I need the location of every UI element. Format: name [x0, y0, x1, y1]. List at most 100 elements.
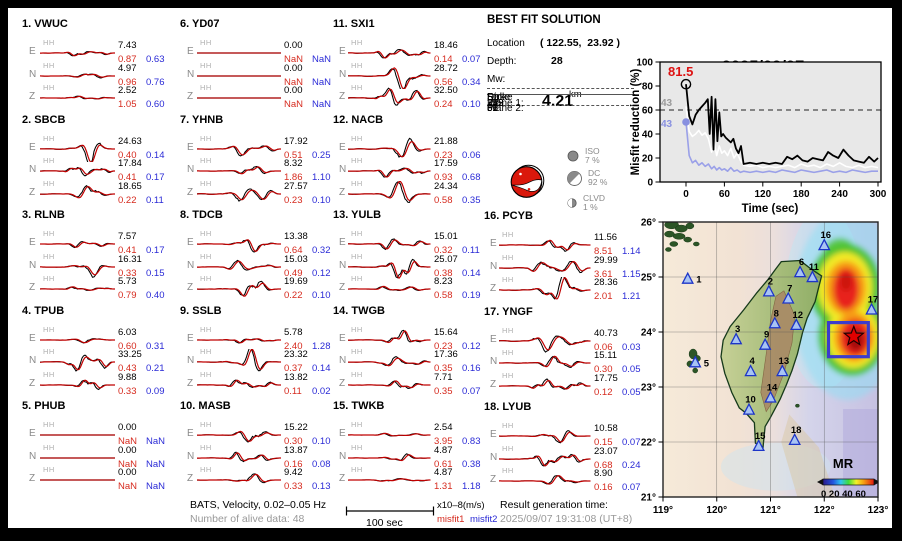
amplitude-value: 18.46	[434, 40, 458, 51]
channel-label: N	[29, 450, 37, 462]
misfit2-value: 0.06	[462, 149, 481, 161]
svg-text:100: 100	[636, 58, 653, 69]
station-title-LYUB: 18. LYUB	[484, 401, 532, 413]
waveform-trace	[348, 379, 431, 389]
misfit2-value: 0.12	[312, 267, 331, 279]
amplitude-value: 15.11	[594, 350, 618, 362]
amplitude-value: 17.36	[434, 349, 458, 361]
channel-label: E	[339, 428, 346, 439]
channel-label: N	[29, 68, 37, 80]
misfit2-value: NaN	[312, 54, 332, 65]
misfit1-value: 0.58	[434, 290, 453, 302]
channel-label: Z	[339, 91, 346, 103]
channel-label: E	[187, 332, 194, 344]
band-label: HH	[200, 251, 212, 261]
waveform-trace	[348, 238, 431, 251]
misfit2-value: 1.21	[622, 291, 641, 303]
waveform-trace	[348, 329, 431, 343]
channel-label: N	[339, 355, 347, 367]
channel-label: E	[490, 429, 497, 440]
svg-text:0: 0	[683, 189, 689, 200]
band-label: HH	[351, 420, 363, 429]
waveform-trace	[348, 167, 431, 178]
channel-label: Z	[187, 377, 194, 389]
misfit2-value: 0.05	[622, 364, 641, 376]
misfit2-value: 0.25	[312, 149, 331, 161]
svg-text:123°: 123°	[868, 505, 889, 516]
waveform-trace	[197, 239, 281, 253]
svg-text:60: 60	[642, 106, 654, 117]
svg-text:24°: 24°	[641, 328, 656, 339]
waveform-trace	[348, 87, 431, 106]
misfit1-value: 0.68	[594, 459, 613, 471]
channel-label: N	[339, 164, 347, 176]
misfit2-value: 0.10	[312, 436, 331, 447]
svg-text:11: 11	[809, 262, 820, 273]
waveform-trace	[40, 354, 115, 372]
misfit2-value: 0.12	[462, 340, 481, 352]
misfit1-value: 2.40	[284, 340, 303, 352]
svg-text:300: 300	[870, 189, 887, 200]
channel-label: E	[490, 333, 497, 345]
band-label: HH	[43, 324, 55, 334]
channel-label: E	[187, 46, 194, 57]
best-start-marker	[680, 78, 692, 90]
misfit2-value: 0.15	[146, 267, 165, 279]
misfit2-value: 0.24	[622, 459, 641, 471]
band-label: HH	[351, 274, 363, 284]
misfit1-value: 0.30	[284, 436, 303, 447]
channel-label: Z	[29, 282, 36, 294]
svg-text:25°: 25°	[641, 273, 656, 284]
waveform-trace	[499, 260, 591, 273]
band-label: HH	[351, 324, 363, 334]
misfit1-value: 0.60	[118, 340, 137, 352]
amplitude-value: 33.25	[118, 349, 142, 361]
station-title-NACB: 12. NACB	[333, 113, 384, 126]
waveform-trace	[348, 48, 431, 59]
amplitude-value: 24.34	[434, 180, 458, 192]
amplitude-units: x10–8(m/s)	[437, 500, 485, 511]
misfit1-value: 0.37	[284, 363, 303, 375]
misfit2-value: NaN	[312, 76, 332, 88]
misfit2-value: 1.28	[312, 340, 331, 352]
waveform-trace	[348, 452, 431, 461]
band-label: HH	[351, 133, 363, 143]
band-label: HH	[200, 83, 212, 93]
amplitude-value: 23.07	[594, 445, 618, 457]
svg-text:180: 180	[793, 189, 810, 200]
channel-label: Z	[29, 473, 36, 485]
channel-label: Z	[490, 283, 497, 295]
map-station-12	[790, 317, 803, 331]
waveform-trace	[40, 434, 115, 436]
channel-label: Z	[29, 186, 36, 198]
station-title-TWKB: 15. TWKB	[333, 400, 385, 412]
waveform-trace	[499, 453, 591, 467]
band-label: HH	[502, 370, 514, 380]
misfit2-value: 0.63	[146, 54, 165, 65]
station-title-YNGF: 17. YNGF	[484, 305, 533, 318]
band-label: HH	[502, 325, 514, 335]
station-title-SBCB: 2. SBCB	[22, 113, 66, 126]
map-station-2	[762, 284, 776, 297]
station-title-VWUC: 1. VWUC	[22, 18, 68, 30]
misfit1-value: 0.35	[434, 385, 453, 397]
waveform-trace	[40, 479, 115, 481]
misfit1-value: 0.32	[434, 245, 453, 256]
misfit2-value: 0.34	[462, 76, 481, 88]
waveform-trace	[40, 51, 115, 57]
waveform-trace	[197, 430, 281, 443]
amplitude-value: 8.90	[594, 468, 613, 480]
channel-label: Z	[187, 473, 194, 485]
waveform-trace	[197, 280, 281, 297]
amplitude-value: 2.52	[118, 85, 137, 97]
channel-label: N	[29, 355, 37, 367]
map-station-18	[788, 432, 801, 446]
channel-label: Z	[490, 378, 497, 390]
misfit1-value: 0.58	[434, 194, 453, 206]
generation-time-value: 2025/09/07 19:31:08 (UT+8)	[500, 513, 633, 525]
map-station-3	[729, 332, 743, 345]
misfit2-value: 0.60	[146, 99, 165, 111]
misfit-reduction-chart: 0 20 40 60 80 100 0 60 120 180 240 300 Misfit reduct…	[630, 58, 887, 216]
